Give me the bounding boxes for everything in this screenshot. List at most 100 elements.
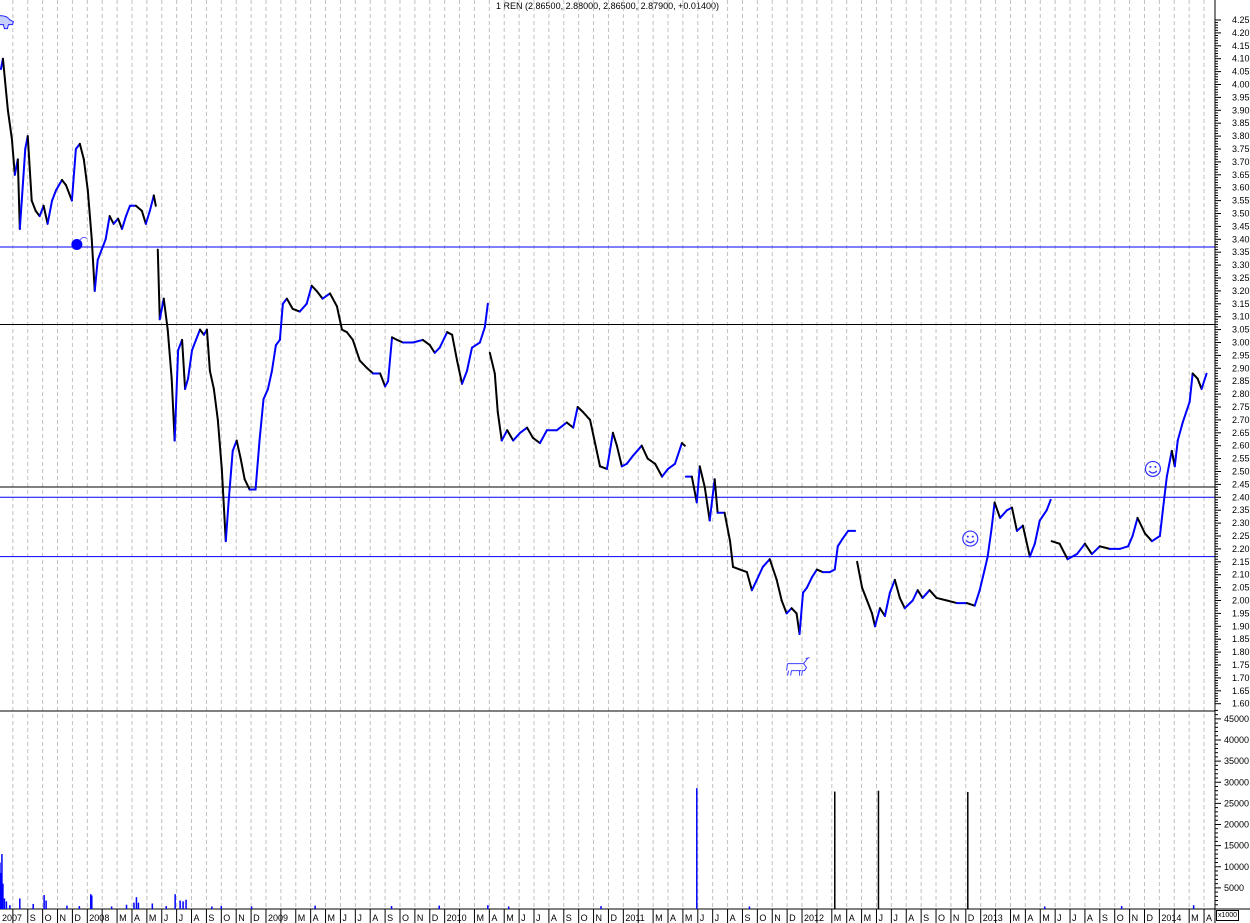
price-segment — [470, 341, 481, 349]
x-tick-label: 2013 — [983, 913, 1003, 923]
price-segment — [916, 589, 924, 599]
volume-tick-label: 10000 — [1224, 862, 1249, 872]
price-tick-label: 3.95 — [1232, 92, 1250, 102]
volume-bar — [91, 895, 93, 909]
price-segment — [576, 406, 585, 414]
volume-bar — [5, 901, 8, 909]
price-tick-label: 2.60 — [1232, 441, 1250, 451]
price-segment — [921, 589, 931, 599]
price-segment — [1028, 542, 1036, 558]
x-tick-label: A — [1087, 913, 1093, 923]
price-segment — [1196, 377, 1203, 390]
x-tick-label: A — [908, 913, 914, 923]
price-segment — [125, 204, 131, 218]
x-tick-label: M — [1012, 913, 1020, 923]
price-segment — [1165, 449, 1173, 478]
x-tick-label: A — [670, 913, 676, 923]
price-tick-label: 3.80 — [1232, 131, 1250, 141]
price-segment — [117, 217, 124, 230]
price-tick-label: 1.80 — [1232, 647, 1250, 657]
x-tick-label: M — [864, 913, 872, 923]
volume-bar — [133, 902, 135, 909]
price-segment — [802, 586, 808, 594]
price-segment — [873, 607, 881, 628]
price-segment — [421, 338, 431, 347]
price-segment — [112, 217, 120, 225]
price-tick-label: 2.65 — [1232, 428, 1250, 438]
price-segment — [625, 455, 634, 465]
price-segment — [1075, 542, 1086, 556]
price-segment — [986, 527, 993, 558]
price-segment — [703, 485, 711, 522]
price-segment — [698, 465, 706, 488]
price-tick-label: 2.25 — [1232, 531, 1250, 541]
price-segment — [262, 387, 269, 401]
price-segment — [315, 289, 324, 300]
price-segment — [46, 199, 54, 225]
x-tick-label: N — [417, 913, 424, 923]
volume-tick-label: 40000 — [1224, 735, 1249, 745]
volume-tick-label: 5000 — [1224, 883, 1244, 893]
x-tick-label: M — [685, 913, 693, 923]
price-segment — [216, 418, 223, 470]
x-tick-label: M — [476, 913, 484, 923]
x-tick-label: M — [298, 913, 306, 923]
price-tick-label: 3.25 — [1232, 273, 1250, 283]
price-segment — [526, 426, 535, 439]
price-segment — [1161, 475, 1168, 512]
x-tick-label: 2011 — [625, 913, 644, 923]
price-segment — [810, 568, 818, 579]
price-segment — [1158, 509, 1164, 537]
price-segment — [231, 439, 238, 452]
price-segment — [888, 578, 896, 594]
price-segment — [695, 465, 701, 504]
price-segment — [538, 429, 548, 445]
price-segment — [1181, 400, 1191, 424]
x-tick-label: 2014 — [1161, 913, 1181, 923]
price-segment — [1127, 535, 1134, 548]
x-tick-label: M — [1191, 913, 1199, 923]
price-segment — [42, 204, 49, 225]
x-tick-label: 2007 — [2, 913, 22, 923]
price-segment — [227, 449, 234, 501]
price-segment — [1200, 372, 1208, 390]
price-tick-label: 4.05 — [1232, 67, 1250, 77]
price-segment — [690, 475, 698, 504]
price-segment — [555, 421, 568, 432]
price-segment — [26, 135, 33, 202]
x-tick-label: S — [387, 913, 393, 923]
price-segment — [1176, 421, 1184, 442]
price-segment — [519, 426, 529, 434]
x-tick-label: N — [953, 913, 960, 923]
x-tick-label: O — [45, 913, 52, 923]
price-segment — [270, 344, 277, 372]
price-segment — [871, 612, 876, 628]
price-segment — [965, 602, 976, 607]
price-tick-label: 2.85 — [1232, 376, 1250, 386]
chart-title: 1 REN (2.86500, 2.88000, 2.86500, 2.8790… — [496, 1, 719, 11]
x-tick-label: A — [194, 913, 200, 923]
price-segment — [456, 359, 464, 385]
price-segment — [258, 398, 265, 442]
price-segment — [121, 215, 128, 230]
price-segment — [329, 292, 338, 308]
price-segment — [1066, 553, 1078, 561]
price-segment — [224, 498, 230, 543]
x-tick-label: J — [342, 913, 347, 923]
x-tick-label: O — [1117, 913, 1124, 923]
price-tick-label: 1.85 — [1232, 634, 1250, 644]
price-segment — [661, 467, 670, 478]
x-tick-label: A — [134, 913, 140, 923]
price-segment — [1191, 372, 1199, 380]
price-segment — [254, 439, 261, 491]
price-tick-label: 2.00 — [1232, 596, 1250, 606]
price-segment — [790, 607, 798, 615]
price-tick-label: 3.35 — [1232, 247, 1250, 257]
price-tick-label: 3.60 — [1232, 183, 1250, 193]
price-tick-label: 3.70 — [1232, 157, 1250, 167]
price-segment — [345, 331, 354, 341]
x-tick-label: D — [789, 913, 796, 923]
x-tick-label: J — [1072, 913, 1077, 923]
volume-bar — [314, 905, 316, 909]
price-segment — [898, 596, 906, 610]
